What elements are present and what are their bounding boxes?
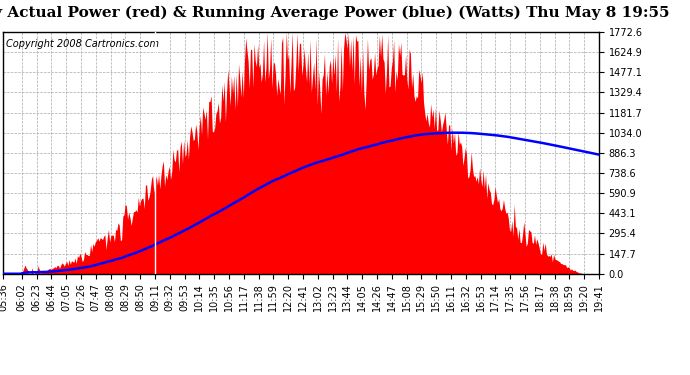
Text: West Array Actual Power (red) & Running Average Power (blue) (Watts) Thu May 8 1: West Array Actual Power (red) & Running … — [0, 6, 670, 20]
Text: Copyright 2008 Cartronics.com: Copyright 2008 Cartronics.com — [6, 39, 159, 49]
